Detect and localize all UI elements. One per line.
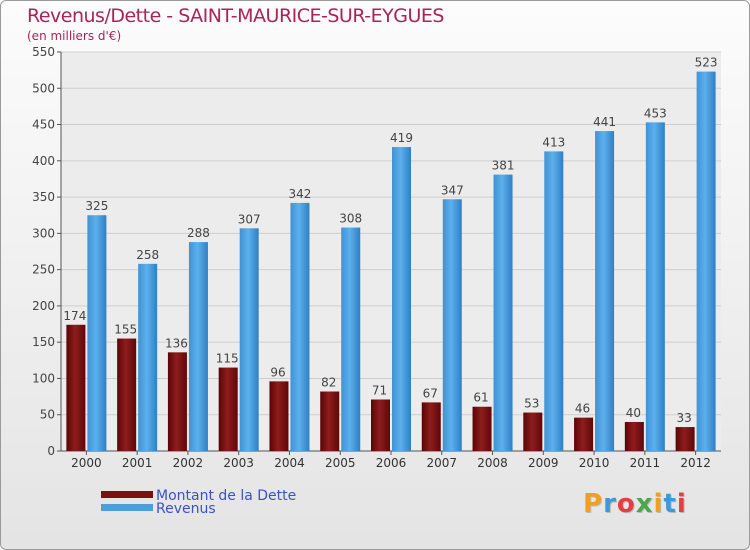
bar-dette	[523, 412, 543, 451]
bar-dette	[320, 391, 340, 451]
y-tick-label: 50	[40, 408, 55, 422]
x-tick-label: 2002	[173, 456, 204, 470]
y-tick-label: 300	[32, 226, 55, 240]
y-tick-label: 500	[32, 81, 55, 95]
logo-letter: i	[676, 489, 687, 519]
bar-revenus	[138, 263, 158, 451]
bar-revenus	[645, 122, 665, 452]
logo-letter: i	[653, 489, 664, 519]
data-label-dette: 67	[423, 386, 438, 400]
x-tick-label: 2008	[477, 456, 508, 470]
y-tick-label: 450	[32, 118, 55, 132]
plot-background	[61, 52, 721, 451]
data-label-revenus: 308	[339, 212, 362, 226]
bar-revenus	[544, 151, 564, 451]
data-label-dette: 71	[372, 383, 387, 397]
data-label-revenus: 453	[644, 106, 667, 120]
legend-label-dette: Montant de la Dette	[156, 488, 297, 504]
bar-revenus	[341, 227, 361, 451]
data-label-revenus: 342	[289, 187, 312, 201]
bar-revenus	[239, 228, 259, 451]
data-label-revenus: 307	[238, 212, 261, 226]
legend-swatch-revenus	[101, 504, 153, 511]
y-tick-label: 400	[32, 154, 55, 168]
bar-dette	[218, 367, 238, 451]
data-label-revenus: 288	[187, 226, 210, 240]
data-label-dette: 82	[321, 376, 336, 390]
data-label-revenus: 347	[441, 183, 464, 197]
y-tick-label: 100	[32, 371, 55, 385]
logo-letter: t	[663, 489, 677, 519]
bar-revenus	[392, 147, 411, 451]
x-tick-label: 2012	[680, 456, 711, 470]
y-tick-label: 350	[32, 190, 55, 204]
logo-letter: r	[603, 489, 617, 519]
x-tick-label: 2005	[325, 456, 356, 470]
bar-dette	[167, 352, 187, 451]
bar-revenus	[442, 199, 462, 451]
data-label-dette: 61	[473, 391, 488, 405]
y-tick-label: 200	[32, 299, 55, 313]
data-label-dette: 155	[114, 323, 137, 337]
logo-letter: x	[635, 489, 654, 519]
data-label-dette: 136	[165, 336, 188, 350]
data-label-dette: 53	[524, 397, 539, 411]
bar-dette	[421, 402, 441, 451]
data-label-dette: 115	[216, 352, 239, 366]
legend-label-revenus: Revenus	[156, 501, 216, 517]
x-tick-label: 2004	[274, 456, 305, 470]
x-tick-label: 2006	[376, 456, 407, 470]
bar-revenus	[87, 215, 107, 451]
y-tick-label: 0	[47, 444, 55, 458]
logo-letter: P	[583, 489, 604, 519]
y-tick-label: 550	[32, 45, 55, 59]
bar-revenus	[595, 131, 615, 452]
x-tick-label: 2007	[426, 456, 457, 470]
data-label-dette: 33	[676, 411, 691, 425]
bar-revenus	[696, 71, 716, 451]
logo-letter: o	[616, 489, 636, 519]
x-tick-label: 2001	[122, 456, 153, 470]
bar-dette	[66, 324, 86, 451]
data-label-dette: 174	[63, 309, 86, 323]
bar-revenus	[493, 174, 513, 452]
y-tick-label: 250	[32, 263, 55, 277]
data-label-revenus: 419	[390, 131, 413, 145]
x-tick-label: 2009	[528, 456, 559, 470]
legend-swatch-dette	[101, 491, 153, 498]
bar-dette	[472, 406, 492, 451]
bar-dette	[269, 381, 289, 451]
data-label-dette: 40	[626, 406, 641, 420]
chart-subtitle: (en milliers d'€)	[27, 29, 122, 43]
bar-dette	[371, 399, 390, 451]
bar-revenus	[188, 242, 208, 451]
x-tick-label: 2003	[223, 456, 254, 470]
data-label-revenus: 381	[492, 159, 515, 173]
data-label-dette: 96	[270, 365, 285, 379]
bar-dette	[574, 417, 594, 451]
x-tick-label: 2000	[71, 456, 102, 470]
bar-dette	[624, 421, 644, 451]
x-tick-label: 2011	[630, 456, 661, 470]
data-label-revenus: 258	[136, 248, 159, 262]
data-label-revenus: 523	[695, 56, 718, 70]
data-label-revenus: 413	[542, 135, 565, 149]
data-label-revenus: 325	[85, 199, 108, 213]
y-tick-label: 150	[32, 335, 55, 349]
bar-revenus	[290, 202, 310, 451]
data-label-dette: 46	[575, 402, 590, 416]
proxiti-logo: Proxiti	[583, 489, 687, 519]
x-tick-label: 2010	[579, 456, 610, 470]
bar-dette	[117, 338, 137, 451]
chart-title: Revenus/Dette - SAINT-MAURICE-SUR-EYGUES	[27, 5, 444, 27]
bar-dette	[675, 427, 695, 451]
data-label-revenus: 441	[593, 115, 616, 129]
